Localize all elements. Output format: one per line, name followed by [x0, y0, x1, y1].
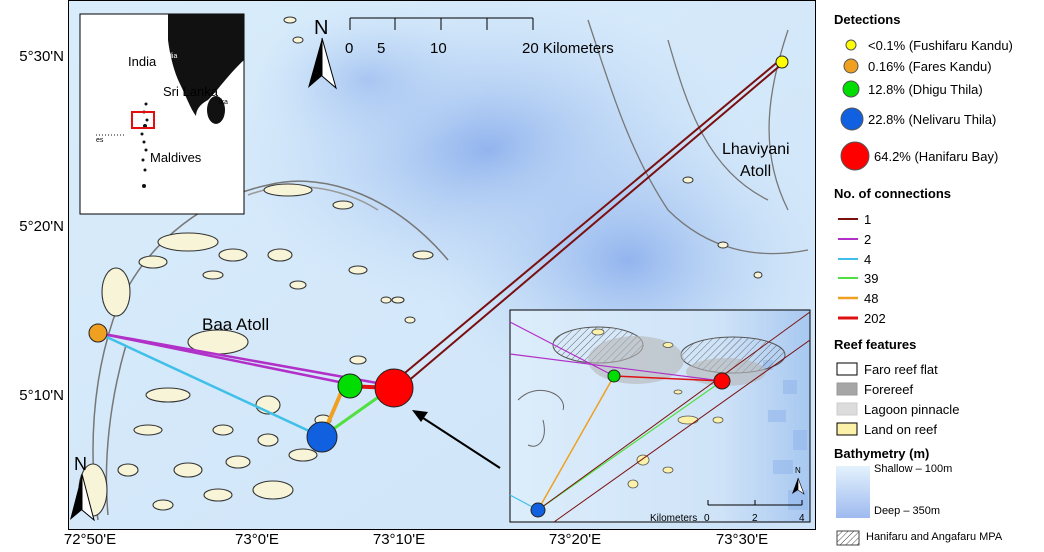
- baa-atoll-label: Baa Atoll: [202, 315, 269, 334]
- legend-detection-symbols: [840, 39, 870, 171]
- legend-detection-symbol-1: [843, 58, 859, 74]
- map-frame: [68, 0, 816, 530]
- lat-label-5-30: 5°30'N: [19, 48, 64, 65]
- legend-bathy-ramp: [836, 466, 870, 518]
- scalebar-tick-5: 5: [377, 40, 385, 57]
- connection-hanifaru-fushifaru-a: [393, 59, 781, 383]
- detail-site-hanifaru: [713, 372, 731, 390]
- north-arrow-right: [321, 37, 337, 90]
- main-map: Baa Atoll Lhaviyani Atoll N 0 5 10 20 Ki…: [68, 0, 816, 530]
- connection-hanifaru-fushifaru-b: [399, 63, 783, 389]
- detail-site-dhigu: [607, 369, 621, 383]
- legend-reef-swatches: [836, 362, 858, 436]
- detail-north-arrow-left: [792, 478, 798, 494]
- legend-reef-3: Land on reef: [864, 422, 938, 437]
- legend-detection-2: 12.8% (Dhigu Thila): [868, 82, 983, 97]
- detail-scalebar-tick-4: 4: [799, 513, 805, 524]
- legend-bathy-shallow: Shallow – 100m: [874, 463, 953, 475]
- lon-label-73-30: 73°30'E: [715, 531, 769, 548]
- north-arrow-left: [308, 38, 322, 88]
- detail-scalebar-label: Kilometers: [650, 513, 697, 524]
- legend-connection-3: 39: [864, 271, 879, 286]
- sri-lanka-landmass: [207, 96, 225, 124]
- legend-detection-symbol-3: [840, 107, 864, 131]
- legend-connection-2: 4: [864, 252, 872, 267]
- legend-detection-symbol-4: [840, 141, 870, 171]
- inset-es-small-label: es: [96, 137, 104, 144]
- lhaviyani-label-line2: Atoll: [740, 163, 771, 180]
- legend-reef-swatch-pinnacle: [836, 402, 858, 416]
- lhaviyani-label-line1: Lhaviyani: [722, 141, 790, 158]
- legend-reef-swatch-land: [836, 422, 858, 436]
- scalebar-tick-10: 10: [430, 40, 447, 57]
- site-markers: [88, 55, 789, 453]
- legend-connections-title: No. of connections: [834, 186, 951, 201]
- lon-label-72-50: 72°50'E: [63, 531, 117, 548]
- inset-sri-lanka-small-label: ika: [219, 99, 228, 106]
- connection-fares-nelivaru: [97, 331, 323, 439]
- legend-bathy-deep: Deep – 350m: [874, 505, 941, 517]
- detail-land-on-reef: [591, 328, 724, 489]
- detail-scale-bar: [707, 500, 803, 506]
- legend-mpa-swatch: [836, 530, 860, 546]
- inset-maldives-label: Maldives: [150, 150, 202, 165]
- legend-bathy-title: Bathymetry (m): [834, 446, 930, 461]
- legend-detection-symbol-0: [845, 39, 857, 51]
- legend-mpa: Hanifaru and Angafaru MPA: [866, 531, 1003, 543]
- legend-connection-1: 2: [864, 232, 872, 247]
- lon-label-73-10: 73°10'E: [372, 531, 426, 548]
- legend-detection-1: 0.16% (Fares Kandu): [868, 59, 992, 74]
- lon-label-73-0: 73°0'E: [235, 531, 279, 548]
- scalebar-tick-0: 0: [345, 40, 353, 57]
- site-dhigu-thila: [337, 373, 363, 399]
- north-arrow: N: [308, 17, 337, 90]
- detail-north-arrow-right: [797, 477, 805, 495]
- detail-scalebar-tick-2: 2: [752, 513, 758, 524]
- north-arrow-label: N: [314, 17, 328, 39]
- north-arrow-bottom: N: [70, 454, 95, 522]
- legend-detection-symbol-2: [842, 80, 860, 98]
- lat-label-5-20: 5°20'N: [19, 218, 64, 235]
- overview-inset: India dia Sri Lanka ika Maldives es: [79, 13, 245, 215]
- legend-connection-swatches: [838, 218, 858, 320]
- legend-reef-title: Reef features: [834, 337, 917, 352]
- india-landmass: [168, 14, 244, 116]
- legend-reef-2: Lagoon pinnacle: [864, 402, 960, 417]
- site-hanifaru-bay: [374, 368, 414, 408]
- inset-india-label: India: [128, 54, 157, 69]
- legend-reef-0: Faro reef flat: [864, 362, 938, 377]
- legend-reef-swatch-faro: [836, 362, 858, 376]
- detail-north-label: N: [795, 466, 801, 475]
- legend-connection-0: 1: [864, 212, 872, 227]
- lon-label-73-20: 73°20'E: [548, 531, 602, 548]
- north-arrow-bottom-label: N: [74, 454, 87, 474]
- legend-reef-1: Forereef: [864, 382, 914, 397]
- detail-scalebar-tick-0: 0: [704, 513, 710, 524]
- site-fushifaru-kandu: [775, 55, 789, 69]
- legend-detection-0: <0.1% (Fushifaru Kandu): [868, 38, 1013, 53]
- inset-india-small-label: dia: [168, 53, 177, 60]
- legend-reef-swatch-forereef: [836, 382, 858, 396]
- lat-label-5-10: 5°10'N: [19, 387, 64, 404]
- detail-site-nelivaru: [530, 502, 546, 518]
- legend-connection-5: 202: [864, 311, 886, 326]
- lhaviyani-atoll-reefs: [587, 19, 809, 255]
- legend-detections-title: Detections: [834, 12, 901, 27]
- inset-pointer-arrow: [412, 410, 501, 469]
- legend-connection-4: 48: [864, 291, 879, 306]
- site-nelivaru-thila: [306, 421, 338, 453]
- site-fares-kandu: [88, 323, 108, 343]
- inset-extent-box: [131, 111, 155, 129]
- bathymetry-background: [68, 0, 816, 530]
- legend-detection-4: 64.2% (Hanifaru Bay): [874, 149, 999, 164]
- scale-bar: [349, 17, 534, 30]
- scattered-islands: [283, 16, 763, 324]
- inset-sri-lanka-label: Sri Lanka: [163, 84, 219, 99]
- detail-inset: Kilometers 0 2 4 N: [509, 309, 811, 524]
- scalebar-tick-20: 20 Kilometers: [522, 40, 614, 57]
- legend-detection-3: 22.8% (Nelivaru Thila): [868, 112, 997, 127]
- legend: Detections <0.1% (Fushifaru Kandu) 0.16%…: [834, 0, 1044, 552]
